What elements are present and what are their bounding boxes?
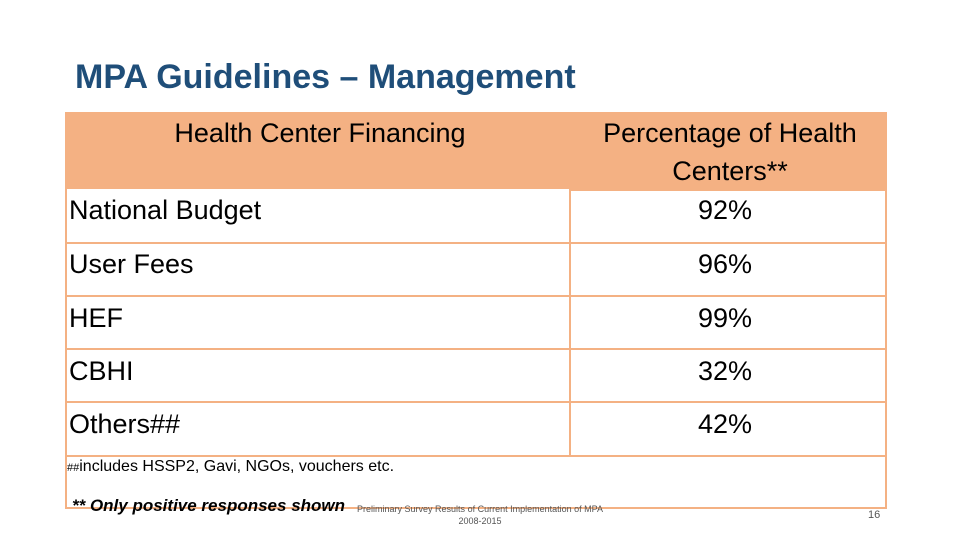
row-label-others: Others## <box>69 409 181 439</box>
slide-title: MPA Guidelines – Management <box>75 58 576 96</box>
row-divider <box>67 455 885 457</box>
row-value-user-fees: 96% <box>698 249 753 279</box>
source-line-1: Preliminary Survey Results of Current Im… <box>357 504 603 514</box>
source-line-2: 2008-2015 <box>458 516 502 526</box>
table-header-background <box>67 114 885 189</box>
row-value-hef: 99% <box>698 303 753 333</box>
row-label-national-budget: National Budget <box>69 195 262 225</box>
source-citation: Preliminary Survey Results of Current Im… <box>330 503 630 527</box>
header-percentage: Percentage of Health Centers** <box>603 118 857 186</box>
row-divider <box>67 348 885 350</box>
row-divider <box>569 189 887 191</box>
row-label-hef: HEF <box>69 303 123 333</box>
hash-marker: ## <box>67 462 80 474</box>
header-financing: Health Center Financing <box>174 118 466 148</box>
positive-responses-note: ** Only positive responses shown <box>72 496 346 515</box>
row-value-national-budget: 92% <box>698 195 753 225</box>
row-divider <box>67 401 885 403</box>
row-divider <box>67 242 885 244</box>
page-number: 16 <box>868 509 881 521</box>
row-value-cbhi: 32% <box>698 356 753 386</box>
row-label-cbhi: CBHI <box>69 356 134 386</box>
includes-text: includes HSSP2, Gavi, NGOs, vouchers etc… <box>79 458 395 475</box>
includes-footnote: ##includes HSSP2, Gavi, NGOs, vouchers e… <box>67 458 394 476</box>
column-divider <box>569 114 571 457</box>
table-border <box>65 112 887 509</box>
row-value-others: 42% <box>698 409 753 439</box>
row-divider <box>67 295 885 297</box>
row-label-user-fees: User Fees <box>69 249 194 279</box>
